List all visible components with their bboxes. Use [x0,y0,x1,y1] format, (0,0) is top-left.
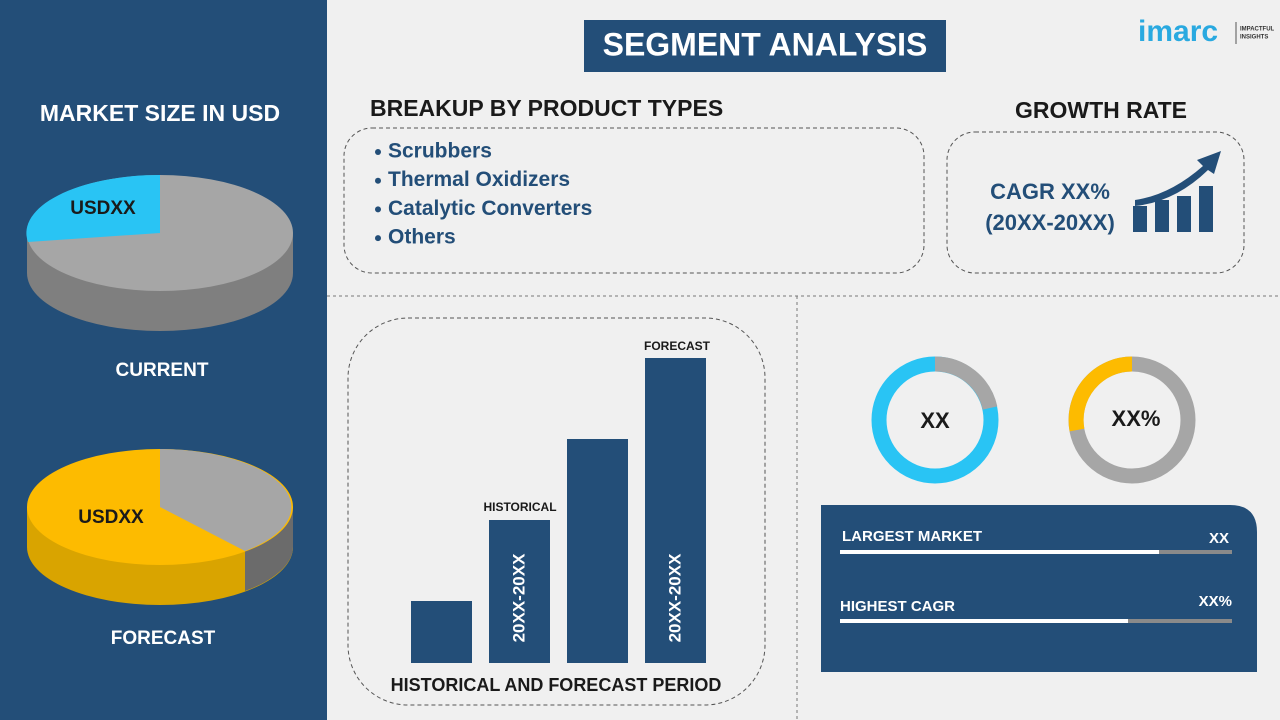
bullet [375,206,381,213]
breakup-item: Others [388,226,456,249]
current-value: USDXX [70,198,136,219]
growth-heading: GROWTH RATE [1015,97,1187,123]
title-box [584,20,946,72]
forecast-value: USDXX [78,507,144,528]
donut [1068,356,1196,484]
bullet [375,177,381,184]
period-box [347,317,766,706]
period-caption: HISTORICAL AND FORECAST PERIOD [391,675,722,695]
period-bars [411,358,706,663]
logo-tagline: INSIGHTS [1240,35,1268,41]
breakup-item: Thermal Oxidizers [388,168,570,191]
title: SEGMENT ANALYSIS [603,26,928,62]
forecast-label: FORECAST [111,628,216,649]
stat-label: HIGHEST CAGR [840,598,955,615]
donut-label: XX% [1112,406,1161,431]
donut-label: XX [920,408,950,433]
stat-value: XX [1209,530,1229,547]
stats-box [821,505,1257,672]
forecast-label: FORECAST [644,339,711,353]
cagr-period: (20XX-20XX) [985,210,1115,235]
bullet [375,235,381,242]
historical-period: 20XX-20XX [509,553,528,642]
bullet [375,149,381,155]
growth-box [946,131,1245,274]
breakup-item: Scrubbers [388,140,492,163]
forecast-period: 20XX-20XX [665,553,684,642]
current-label: CURRENT [116,360,209,381]
stat-label: LARGEST MARKET [842,528,982,545]
logo-name: imarc [1138,15,1218,48]
breakup-box [343,127,925,274]
breakup-item: Catalytic Converters [388,197,592,220]
donut [871,356,999,484]
forecast-pie [27,449,293,605]
cagr: CAGR XX% [990,179,1110,204]
breakup-heading: BREAKUP BY PRODUCT TYPES [370,95,723,121]
growth-icon [1133,151,1221,232]
stat-value: XX% [1199,593,1232,610]
market-heading: MARKET SIZE IN USD [40,100,280,126]
current-pie [26,174,293,331]
logo-tagline: IMPACTFUL [1240,27,1275,33]
historical-label: HISTORICAL [483,500,556,514]
